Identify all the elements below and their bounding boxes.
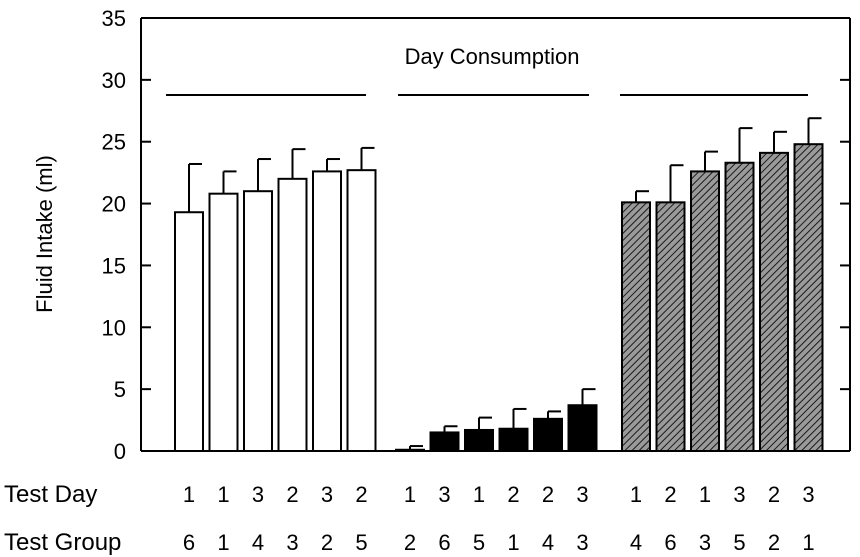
test-group-label: 1 [507,530,519,555]
y-axis-label: Fluid Intake (ml) [32,155,57,313]
test-day-label: 1 [699,482,711,507]
bar [243,190,273,452]
y-tick-label: 20 [102,192,126,217]
bar [567,404,598,452]
bar [724,161,755,452]
test-day-label: 3 [733,482,745,507]
y-tick-label: 30 [102,68,126,93]
bar [793,143,824,452]
test-group-label: 6 [183,530,195,555]
y-tick-label: 5 [114,377,126,402]
test-day-label: 3 [802,482,814,507]
test-group-label: 5 [355,530,367,555]
test-group-label: 3 [576,530,588,555]
test-day-label: 2 [355,482,367,507]
test-day-label: 1 [217,482,229,507]
test-group-label: 2 [768,530,780,555]
test-group-label: 5 [473,530,485,555]
test-group-label: 4 [630,530,642,555]
test-group-label: 6 [438,530,450,555]
test-day-label: 3 [438,482,450,507]
y-tick-label: 0 [114,439,126,464]
test-day-label: 2 [286,482,298,507]
y-tick-label: 10 [102,315,126,340]
bar [533,417,563,453]
test-day-row-label: Test Day [4,481,97,508]
bar [174,211,204,452]
bar [346,169,377,452]
test-day-label: 3 [252,482,264,507]
bar [655,201,686,452]
bar [277,177,308,452]
test-group-label: 3 [699,530,711,555]
y-tick-label: 15 [102,253,126,278]
bar [498,427,529,452]
test-group-row-label: Test Group [4,529,121,556]
y-tick-label: 35 [102,6,126,31]
bar [759,151,789,452]
chart-title: Day Consumption [405,44,580,69]
bar [395,448,425,452]
test-group-label: 2 [404,530,416,555]
bar [690,170,720,453]
bar [312,170,342,453]
test-day-label: 2 [768,482,780,507]
test-day-label: 1 [630,482,642,507]
test-day-label: 1 [183,482,195,507]
test-day-label: 1 [404,482,416,507]
bar [208,192,239,452]
test-group-label: 5 [733,530,745,555]
test-day-label: 3 [321,482,333,507]
test-group-label: 1 [802,530,814,555]
y-tick-label: 25 [102,130,126,155]
test-day-label: 2 [507,482,519,507]
test-group-label: 4 [542,530,554,555]
bar [464,428,494,452]
bar [429,431,460,453]
test-group-label: 3 [286,530,298,555]
test-day-label: 2 [664,482,676,507]
test-day-label: 1 [473,482,485,507]
test-group-label: 2 [321,530,333,555]
test-day-label: 2 [542,482,554,507]
test-day-label: 3 [576,482,588,507]
test-group-label: 1 [217,530,229,555]
test-group-label: 6 [664,530,676,555]
bar [621,201,651,452]
test-group-label: 4 [252,530,264,555]
